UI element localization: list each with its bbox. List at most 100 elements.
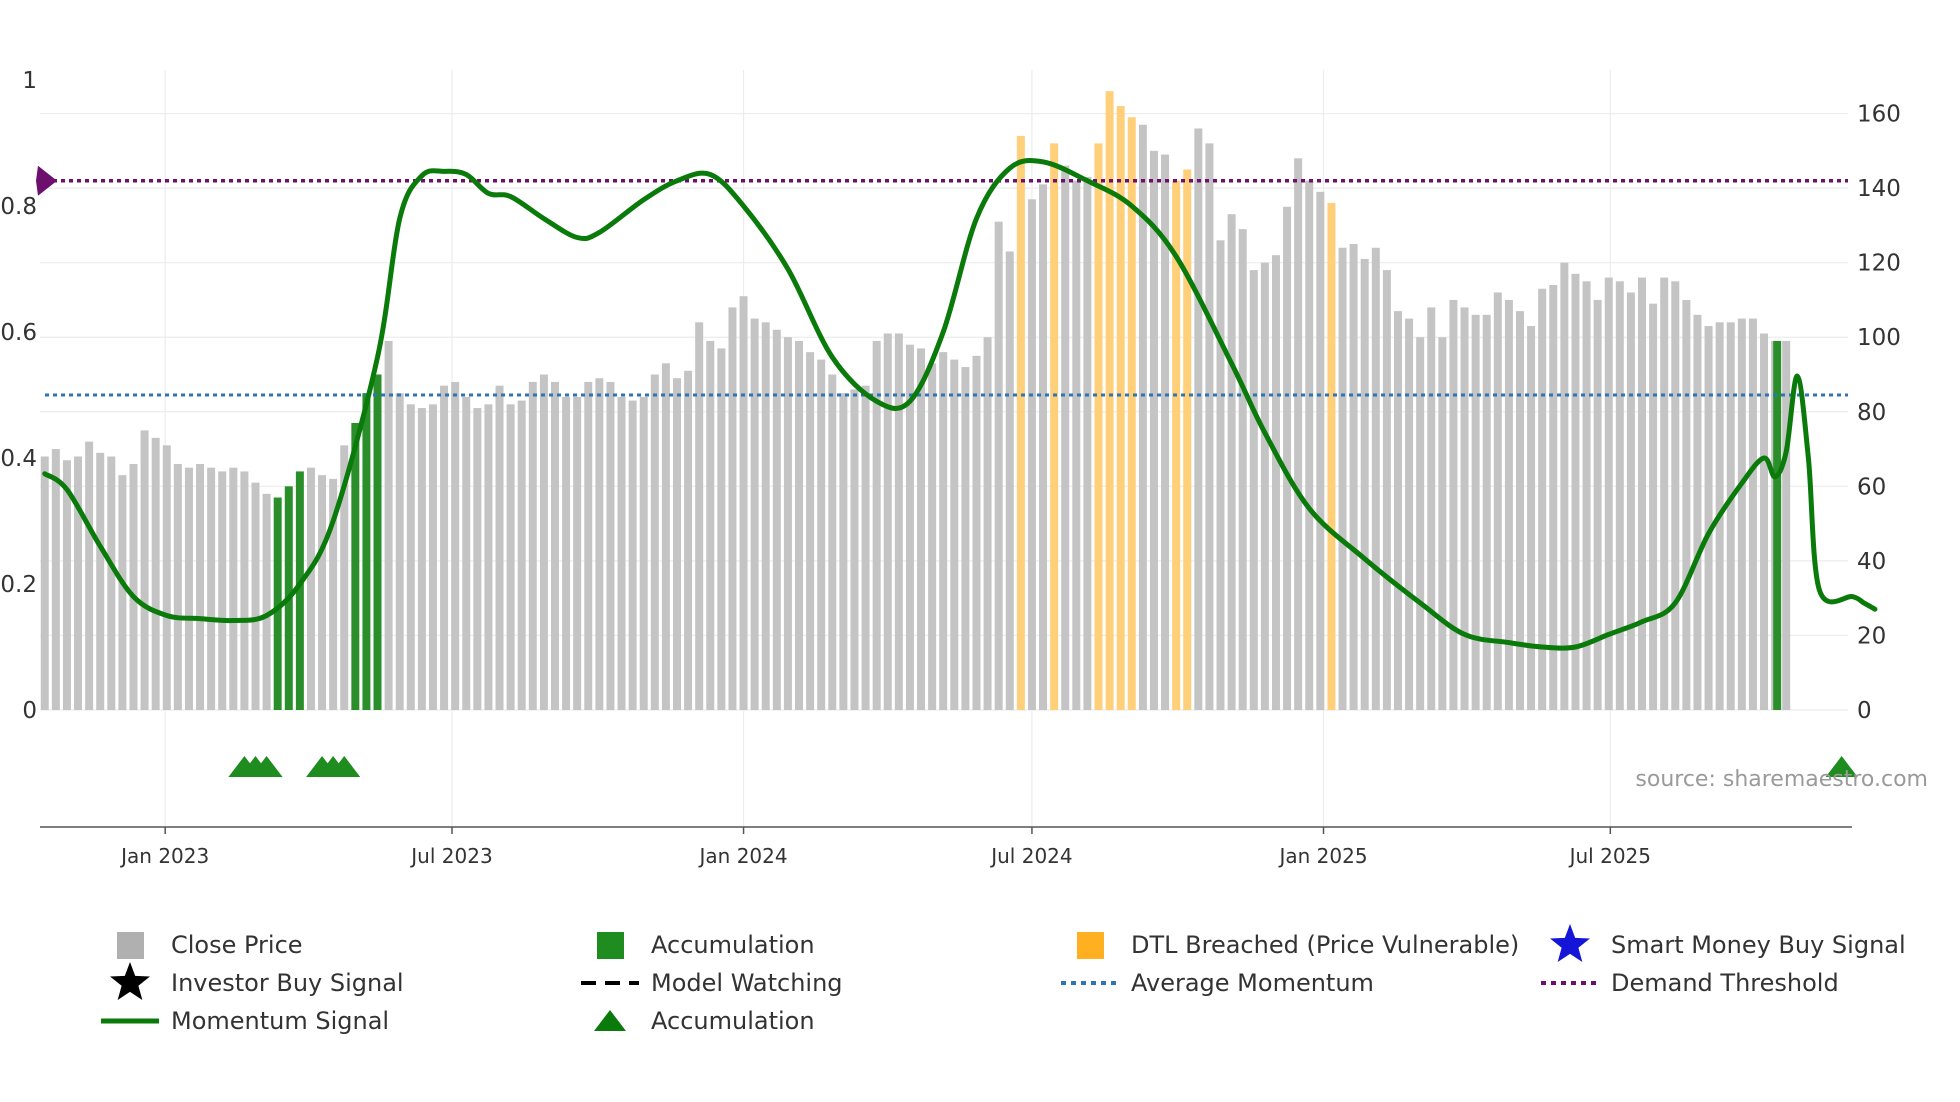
close-price-bar — [62, 460, 71, 710]
close-price-bar — [1194, 128, 1203, 710]
x-axis-tick-label: Jan 2023 — [119, 844, 209, 868]
close-price-bar — [739, 296, 748, 710]
close-price-bar — [562, 396, 571, 710]
close-price-bar — [306, 467, 315, 710]
close-price-bar — [1427, 307, 1436, 710]
close-price-bar — [750, 318, 759, 710]
close-price-bar — [1227, 214, 1236, 711]
close-price-bars — [40, 91, 1791, 711]
close-price-bar — [417, 408, 426, 710]
close-price-bar — [1649, 303, 1658, 710]
close-price-bar — [695, 322, 704, 710]
close-price-bar — [628, 400, 637, 710]
accumulation-triangle-marker — [328, 756, 361, 777]
close-price-bar — [473, 408, 482, 710]
right-axis-tick-label: 0 — [1857, 698, 1872, 724]
dtl-breached-bar — [1116, 106, 1125, 711]
close-price-bar — [584, 381, 593, 710]
close-price-bar — [85, 441, 94, 710]
close-price-bar — [1216, 240, 1225, 711]
close-price-bar — [1294, 158, 1303, 710]
left-axis-tick-label: 0.4 — [0, 446, 37, 472]
demand-threshold-label: Demand Threshold — [1611, 969, 1839, 997]
close-price-bar — [1338, 247, 1347, 711]
close-price-bar — [1405, 318, 1414, 710]
close-price-bar — [1782, 340, 1791, 710]
close-price-bar — [340, 445, 349, 710]
accumulation-bar — [1773, 340, 1782, 710]
right-axis-tick-label: 120 — [1857, 251, 1901, 277]
close-price-bar — [1604, 277, 1613, 710]
right-axis-tick-label: 160 — [1857, 102, 1901, 128]
close-price-bar — [1061, 165, 1070, 711]
close-price-bar — [828, 374, 837, 710]
close-price-bar — [1072, 180, 1081, 711]
dtl-breached-bar — [1050, 143, 1059, 710]
close-price-bar — [795, 340, 804, 710]
close-price-label: Close Price — [171, 931, 303, 959]
close-price-bar — [1527, 326, 1536, 710]
close-price-bar — [717, 348, 726, 710]
close-price-bar — [1704, 326, 1713, 710]
smart-money-buy-signal-label: Smart Money Buy Signal — [1611, 931, 1906, 959]
close-price-bar — [495, 385, 504, 710]
close-price-bar — [1360, 258, 1369, 710]
model-watching-label: Model Watching — [651, 969, 843, 997]
close-price-bar — [1482, 314, 1491, 710]
left-axis-tick-label: 1 — [22, 68, 37, 94]
close-price-bar — [173, 463, 182, 710]
close-price-bar — [1748, 318, 1757, 710]
dtl-breached-bar — [1016, 135, 1025, 710]
close-price-bar — [883, 333, 892, 710]
close-price-bar — [1371, 247, 1380, 711]
accumulation-triangle-marker — [250, 756, 283, 777]
close-price-bar — [1283, 206, 1292, 711]
left-axis-tick-label: 0.8 — [0, 194, 37, 220]
close-price-bar — [1438, 337, 1447, 710]
dtl-breached-bar — [1105, 91, 1114, 711]
right-axis-tick-label: 60 — [1857, 474, 1886, 500]
investor-buy-signal-star-icon — [110, 962, 150, 1000]
close-price-bar — [1615, 281, 1624, 710]
close-price-bar — [1449, 299, 1458, 710]
close-price-bar — [761, 322, 770, 710]
accumulation-triangle-marker — [1825, 756, 1858, 777]
right-axis-tick-label: 100 — [1857, 325, 1901, 351]
close-price-bar — [817, 359, 826, 710]
close-price-bar — [1260, 262, 1269, 710]
accumulation-triangle-icon — [594, 1010, 626, 1031]
close-price-bar — [1582, 281, 1591, 710]
right-axis-tick-label: 80 — [1857, 400, 1886, 426]
close-price-bar — [573, 396, 582, 710]
dtl-breached-bar — [1094, 143, 1103, 710]
close-price-bar — [1726, 322, 1735, 710]
close-price-bar — [162, 445, 171, 710]
close-price-bar — [318, 475, 327, 710]
close-price-bar — [240, 471, 249, 710]
close-price-bar — [1549, 285, 1558, 710]
close-price-bar — [428, 404, 437, 710]
momentum-signal-label: Momentum Signal — [171, 1007, 389, 1035]
close-price-bar — [983, 337, 992, 710]
close-price-bar — [1693, 314, 1702, 710]
close-price-bar — [606, 381, 615, 710]
close-price-bar — [1515, 311, 1524, 710]
close-price-bar — [972, 355, 981, 710]
close-price-bar — [395, 393, 404, 710]
close-price-bar — [1416, 337, 1425, 710]
dtl-breached-bar — [1183, 169, 1192, 710]
close-price-bar — [1682, 299, 1691, 710]
close-price-bar — [384, 340, 393, 710]
left-axis: 0 0.2 0.4 0.6 0.8 1 — [0, 68, 37, 724]
close-price-bar — [1671, 281, 1680, 710]
close-price-bar — [550, 381, 559, 710]
close-price-bar — [151, 437, 160, 710]
accumulation-label: Accumulation — [651, 1007, 815, 1035]
close-price-bar — [1638, 277, 1646, 710]
close-price-bar — [1305, 180, 1314, 711]
close-price-bar — [462, 396, 471, 710]
close-price-bar — [506, 404, 515, 710]
right-axis-tick-label: 40 — [1857, 549, 1886, 575]
close-price-bar — [772, 329, 781, 710]
